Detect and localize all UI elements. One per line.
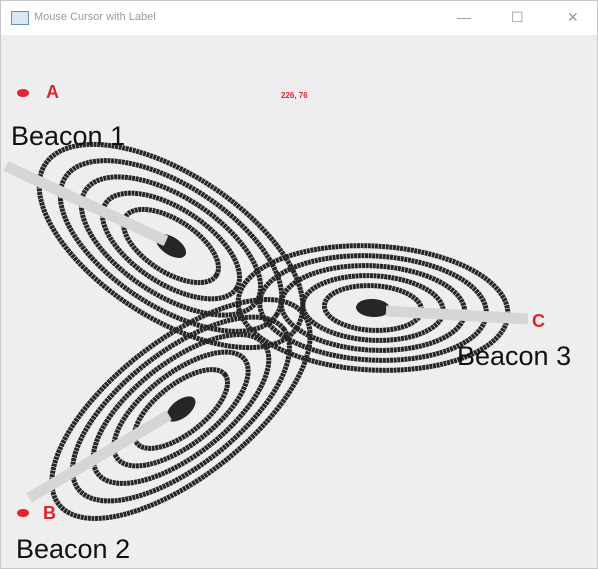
window: Mouse Cursor with Label — ☐ ✕ A B C 226,… bbox=[0, 0, 598, 569]
beacon-center bbox=[356, 298, 391, 318]
page: Mouse Cursor with Label — ☐ ✕ A B C 226,… bbox=[0, 0, 598, 569]
beacon-label: Beacon 1 bbox=[11, 121, 125, 152]
point-marker bbox=[17, 509, 29, 517]
minimize-button[interactable]: — bbox=[457, 9, 471, 25]
title-bar: Mouse Cursor with Label — ☐ ✕ bbox=[1, 1, 597, 35]
beacon-ray bbox=[29, 415, 169, 498]
beacon-label: Beacon 2 bbox=[16, 534, 130, 565]
beacon-ray bbox=[386, 311, 528, 319]
cursor-label: 226, 76 bbox=[281, 91, 308, 100]
maximize-button[interactable]: ☐ bbox=[511, 9, 524, 26]
point-marker bbox=[17, 89, 29, 97]
point-label: C bbox=[532, 311, 545, 332]
close-button[interactable]: ✕ bbox=[567, 9, 579, 26]
app-icon bbox=[11, 11, 29, 25]
point-label: B bbox=[43, 503, 56, 524]
beacon-label: Beacon 3 bbox=[457, 341, 571, 372]
canvas bbox=[1, 35, 597, 568]
point-label: A bbox=[46, 82, 59, 103]
window-title: Mouse Cursor with Label bbox=[34, 11, 156, 23]
